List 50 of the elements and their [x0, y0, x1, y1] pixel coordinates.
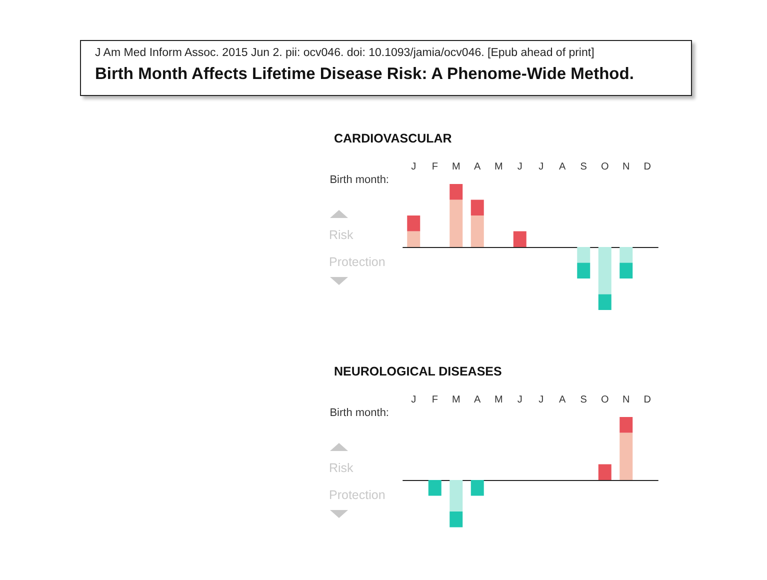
- bar: [598, 294, 612, 310]
- x-tick-label: M: [494, 162, 503, 172]
- bar: [450, 200, 463, 247]
- x-tick-label: J: [517, 162, 522, 172]
- chart-title: CARDIOVASCULAR: [334, 132, 452, 146]
- bar: [577, 247, 590, 263]
- x-tick-label: S: [580, 162, 588, 172]
- x-axis-title: Birth month:: [330, 174, 389, 186]
- bar: [428, 480, 442, 496]
- x-tick-label: N: [622, 394, 630, 406]
- bar: [620, 417, 633, 433]
- bar: [620, 262, 633, 278]
- text: J Am Med Inform Assoc. 2015 Jun 2. pii: ocv046. doi: 10.1093/jamia/ocv046. [Epub ahead of print]: [95, 47, 596, 59]
- bar: [513, 231, 526, 247]
- x-tick-label: A: [474, 162, 482, 172]
- x-tick-label: M: [452, 394, 460, 406]
- bar: [598, 247, 612, 294]
- bar: [598, 464, 612, 480]
- x-tick-label: D: [644, 162, 651, 172]
- x-tick-label: O: [600, 162, 609, 172]
- bar: [407, 231, 420, 247]
- x-tick-label: D: [644, 394, 651, 406]
- bar: [450, 480, 463, 512]
- x-tick-label: J: [538, 394, 544, 406]
- x-tick-label: N: [622, 162, 630, 172]
- x-tick-label: M: [452, 162, 460, 172]
- x-tick-label: J: [411, 394, 416, 406]
- x-tick-label: J: [411, 162, 416, 172]
- x-tick-label: A: [474, 394, 482, 406]
- bar: [577, 262, 590, 278]
- bar: [620, 432, 633, 480]
- x-tick-label: J: [517, 394, 522, 406]
- bar: [450, 184, 463, 200]
- bar: [407, 216, 420, 232]
- chart-title: NEUROLOGICAL DISEASES: [334, 364, 502, 378]
- bar: [450, 512, 463, 528]
- bar: [620, 247, 633, 263]
- x-tick-label: M: [494, 394, 503, 406]
- x-axis-title: Birth month:: [330, 407, 389, 419]
- bar: [470, 480, 484, 496]
- x-tick-label: S: [580, 394, 588, 406]
- text: Birth Month Affects Lifetime Disease Risk: A Phenome-Wide Method.: [95, 65, 635, 84]
- x-tick-label: F: [432, 162, 438, 172]
- bar: [470, 216, 484, 247]
- x-tick-label: O: [600, 394, 609, 406]
- x-tick-label: A: [559, 394, 566, 406]
- x-tick-label: J: [538, 162, 544, 172]
- x-tick-label: F: [432, 394, 438, 406]
- bar: [470, 200, 484, 216]
- x-tick-label: A: [559, 162, 566, 172]
